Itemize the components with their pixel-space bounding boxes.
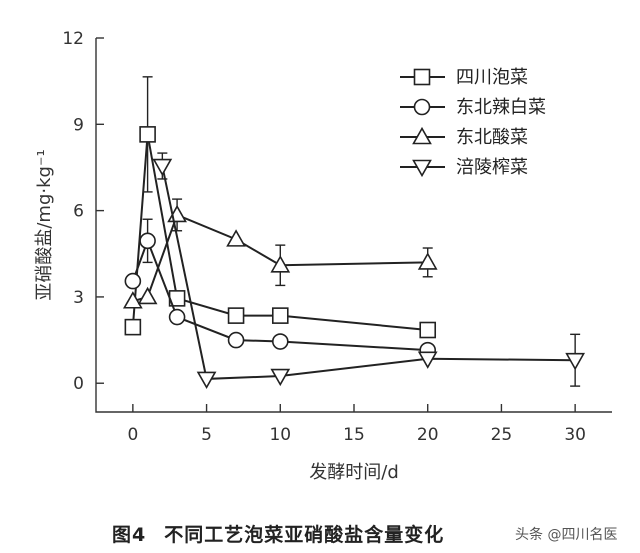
data-point	[227, 331, 245, 349]
data-point	[168, 308, 186, 326]
legend-marker	[413, 68, 431, 86]
series-4	[157, 152, 581, 387]
legend-marker	[413, 98, 431, 116]
legend-marker	[412, 159, 432, 178]
chart-svg: 0 3 6 9 12 0 5 10 15 20 25 30 发酵时间/d 亚硝酸盐/mg·kg⁻¹ 四川泡菜…	[34, 29, 612, 483]
x-tick-label: 25	[491, 425, 513, 445]
legend-label: 东北酸菜	[456, 127, 528, 148]
data-point	[139, 232, 156, 250]
axis-frame	[95, 38, 612, 413]
y-tick-label: 0	[73, 374, 84, 394]
figure-title: 不同工艺泡菜亚硝酸盐含量变化	[164, 524, 445, 546]
data-point	[227, 307, 245, 324]
x-tick-label: 20	[417, 425, 439, 445]
y-tick-label: 12	[62, 29, 84, 49]
x-tick-label: 30	[564, 425, 586, 445]
data-point	[271, 333, 289, 350]
x-tick-label: 10	[269, 425, 291, 445]
data-point	[270, 368, 291, 387]
data-point	[417, 252, 438, 270]
data-point	[196, 371, 217, 390]
legend-label: 涪陵榨菜	[456, 157, 528, 178]
y-tick-label: 3	[73, 288, 84, 308]
x-tick-label: 5	[201, 425, 212, 445]
y-tick-label: 6	[73, 202, 84, 222]
data-point	[124, 318, 142, 336]
legend-label: 四川泡菜	[456, 67, 528, 88]
data-point	[152, 158, 173, 177]
data-point	[419, 321, 437, 339]
watermark-text: 头条 @四川名医	[515, 527, 618, 543]
data-point	[137, 286, 158, 305]
data-point	[122, 291, 143, 309]
data-point	[226, 229, 246, 247]
x-tick-label: 15	[343, 425, 365, 445]
data-point	[270, 255, 291, 273]
legend-label: 东北辣白菜	[456, 97, 546, 118]
data-point	[139, 126, 156, 143]
figure-number: 图4	[112, 524, 147, 546]
data-point	[565, 352, 586, 371]
series-line	[131, 134, 428, 332]
x-tick-label: 0	[127, 425, 138, 445]
data-point	[417, 351, 438, 369]
x-axis-title: 发酵时间/d	[309, 462, 399, 483]
data-point	[124, 272, 142, 290]
y-tick-label: 9	[73, 115, 84, 135]
legend-marker	[412, 126, 432, 145]
figure-caption: 图4 不同工艺泡菜亚硝酸盐含量变化	[112, 520, 444, 547]
data-point	[271, 307, 289, 324]
y-axis-title: 亚硝酸盐/mg·kg⁻¹	[34, 149, 55, 300]
